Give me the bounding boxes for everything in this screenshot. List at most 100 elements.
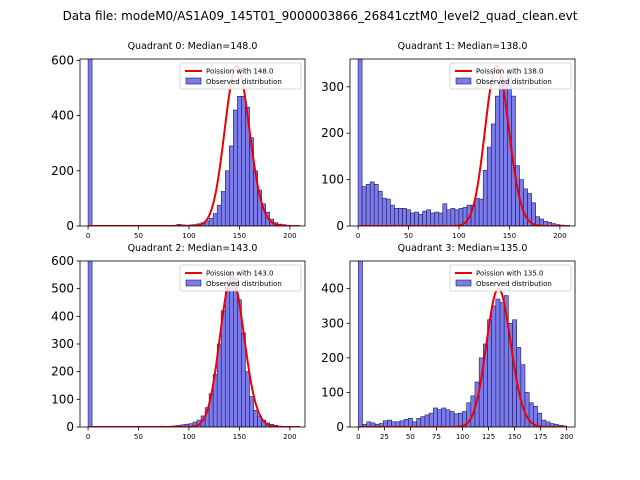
histogram-bar bbox=[453, 413, 459, 427]
y-tick-label: 300 bbox=[321, 316, 344, 330]
y-tick-label: 100 bbox=[51, 392, 74, 406]
legend-bar-swatch bbox=[455, 279, 472, 287]
poisson-curve bbox=[359, 64, 570, 226]
legend-label-observed: Observed distribution bbox=[206, 78, 282, 86]
histogram-bar bbox=[414, 211, 419, 226]
histogram-bar bbox=[490, 123, 496, 226]
x-tick-label: 100 bbox=[452, 232, 465, 240]
histogram-bar bbox=[212, 213, 218, 226]
y-tick-label: 500 bbox=[51, 282, 74, 296]
histogram-bar bbox=[434, 211, 440, 226]
x-tick-label: 50 bbox=[134, 433, 143, 441]
quadrant-panel-1: Quadrant 1: Median=138.0 0 100 200 300 0 50 100… bbox=[321, 41, 576, 240]
histogram-bar bbox=[442, 203, 448, 226]
y-tick-label: 600 bbox=[51, 254, 74, 268]
histogram-bar bbox=[520, 364, 526, 427]
histogram-bar bbox=[224, 170, 230, 226]
x-tick-label: 125 bbox=[482, 433, 495, 441]
y-tick-label: 100 bbox=[321, 173, 344, 187]
histogram-bar bbox=[241, 95, 246, 226]
poisson-curve bbox=[359, 287, 567, 427]
x-tick-label: 150 bbox=[503, 232, 516, 240]
y-tick-label: 0 bbox=[336, 420, 344, 434]
histogram-bar bbox=[424, 414, 430, 427]
histogram-bar bbox=[224, 282, 230, 427]
histogram-bar bbox=[523, 188, 528, 226]
histogram-bar bbox=[420, 416, 426, 427]
x-tick-label: 50 bbox=[134, 232, 143, 240]
histogram-bar bbox=[478, 198, 484, 226]
histogram-bar bbox=[402, 208, 407, 226]
x-tick-label: 175 bbox=[534, 433, 547, 441]
histogram-bar bbox=[87, 59, 93, 226]
legend-box bbox=[449, 62, 572, 90]
histogram-bar bbox=[433, 407, 438, 427]
y-tick-label: 200 bbox=[321, 126, 344, 140]
histogram-bar bbox=[398, 208, 403, 226]
legend-bar-swatch bbox=[185, 279, 202, 287]
y-tick-label: 300 bbox=[321, 80, 344, 94]
y-tick-label: 200 bbox=[51, 365, 74, 379]
x-tick-label: 25 bbox=[380, 433, 389, 441]
x-tick-label: 150 bbox=[233, 232, 246, 240]
histogram-bar bbox=[361, 186, 367, 226]
legend-label-poisson: Poission with 135.0 bbox=[476, 270, 544, 278]
legend-label-observed: Observed distribution bbox=[206, 280, 282, 288]
histogram-bar bbox=[531, 202, 536, 226]
histogram-bar bbox=[428, 412, 434, 427]
legend-label-observed: Observed distribution bbox=[476, 78, 552, 86]
axes-frame bbox=[349, 58, 576, 227]
histogram-bars bbox=[357, 59, 565, 226]
histogram-bar bbox=[403, 419, 409, 427]
legend-bar-swatch bbox=[185, 77, 202, 85]
histogram-bar bbox=[537, 412, 542, 427]
y-tick-label: 400 bbox=[51, 309, 74, 323]
histogram-bar bbox=[387, 419, 392, 427]
legend-box bbox=[179, 264, 302, 292]
x-tick-label: 0 bbox=[356, 232, 360, 240]
histogram-bar bbox=[454, 209, 460, 226]
x-tick-label: 0 bbox=[356, 433, 360, 441]
y-tick-label: 0 bbox=[66, 420, 74, 434]
y-tick-label: 300 bbox=[51, 337, 74, 351]
histogram-bar bbox=[441, 407, 447, 427]
legend: Poission with 135.0 Observed distribution bbox=[449, 264, 572, 292]
x-tick-label: 200 bbox=[283, 433, 296, 441]
histogram-bar bbox=[216, 204, 222, 226]
x-tick-label: 50 bbox=[404, 232, 413, 240]
x-tick-label: 100 bbox=[182, 232, 195, 240]
histogram-bar bbox=[524, 392, 530, 427]
legend-label-poisson: Poission with 138.0 bbox=[476, 68, 544, 76]
histogram-bar bbox=[229, 145, 234, 226]
histogram-bar bbox=[416, 418, 422, 427]
panel-title: Quadrant 3: Median=135.0 bbox=[398, 243, 528, 254]
histogram-bar bbox=[437, 409, 442, 427]
histogram-bar bbox=[445, 409, 451, 427]
y-tick-label: 100 bbox=[321, 385, 344, 399]
x-tick-label: 0 bbox=[86, 232, 90, 240]
legend-label-observed: Observed distribution bbox=[476, 280, 552, 288]
histogram-bar bbox=[357, 59, 363, 226]
histogram-bar bbox=[406, 209, 411, 226]
y-tick-label: 0 bbox=[336, 219, 344, 233]
histogram-bar bbox=[458, 412, 463, 427]
x-tick-label: 50 bbox=[406, 433, 415, 441]
histogram-bar bbox=[486, 146, 492, 226]
x-tick-label: 150 bbox=[233, 433, 246, 441]
y-tick-label: 200 bbox=[51, 164, 74, 178]
histogram-bars bbox=[87, 261, 283, 427]
histogram-bar bbox=[381, 197, 387, 226]
histogram-bar bbox=[438, 212, 444, 226]
histogram-bar bbox=[386, 198, 391, 226]
histogram-bar bbox=[491, 305, 497, 427]
panel-title: Quadrant 0: Median=148.0 bbox=[128, 41, 258, 52]
histogram-bar bbox=[87, 261, 93, 427]
histogram-bar bbox=[408, 418, 413, 427]
histogram-bar bbox=[418, 214, 423, 226]
panel-title: Quadrant 1: Median=138.0 bbox=[398, 41, 528, 52]
y-tick-label: 400 bbox=[321, 282, 344, 296]
quadrant-panel-0: Quadrant 0: Median=148.0 0 200 400 600 0 50 100… bbox=[51, 41, 306, 240]
legend: Poission with 148.0 Observed distribution bbox=[179, 62, 302, 90]
histogram-bar bbox=[365, 183, 371, 226]
